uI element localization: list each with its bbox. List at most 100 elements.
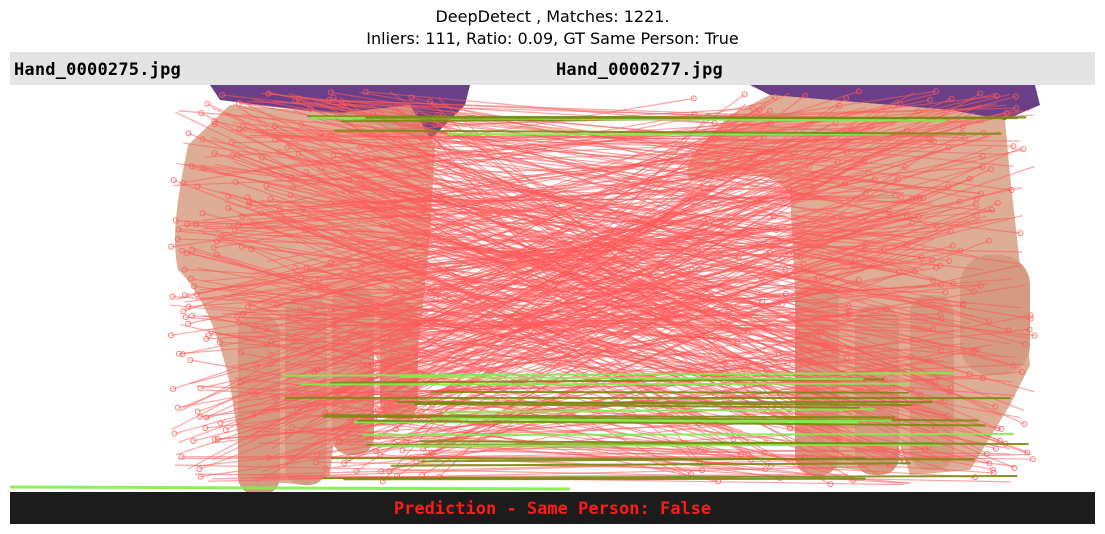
keypoint-marker (175, 226, 182, 233)
keypoint-marker (364, 361, 371, 368)
outlier-match-line (209, 306, 1016, 358)
keypoint-marker (330, 152, 337, 159)
keypoint-marker (745, 451, 752, 458)
keypoint-marker (392, 286, 399, 293)
keypoint-marker (179, 351, 186, 358)
keypoint-marker (328, 306, 335, 313)
keypoint-marker (933, 223, 940, 230)
outlier-match-line (207, 466, 869, 482)
keypoint-marker (267, 351, 274, 358)
keypoint-marker (815, 274, 822, 281)
keypoint-marker (881, 246, 888, 253)
outlier-match-line (411, 341, 828, 459)
keypoint-marker (411, 242, 418, 249)
keypoint-marker (214, 436, 221, 443)
keypoint-marker (327, 259, 334, 266)
keypoint-marker (272, 123, 279, 130)
keypoint-marker (346, 426, 353, 433)
keypoint-marker (303, 264, 310, 271)
keypoint-marker (843, 95, 850, 102)
keypoint-marker (904, 241, 911, 248)
keypoint-marker (314, 451, 321, 458)
keypoint-marker (698, 295, 705, 302)
keypoint-marker (185, 303, 192, 310)
keypoint-marker (426, 98, 433, 105)
keypoint-marker (330, 94, 337, 101)
keypoint-marker (265, 90, 272, 97)
keypoint-marker (744, 382, 751, 389)
inlier-match-line (362, 432, 1014, 437)
keypoint-marker (792, 268, 799, 275)
image-pair-area (10, 85, 1095, 495)
keypoint-marker (420, 200, 427, 207)
keypoint-marker (744, 360, 751, 367)
keypoint-marker (429, 285, 436, 292)
inlier-match-line (322, 474, 1018, 480)
keypoint-marker (302, 227, 309, 234)
keypoint-marker (930, 277, 937, 284)
title-line-1: DeepDetect , Matches: 1221. (435, 7, 670, 26)
keypoint-marker (240, 123, 247, 130)
keypoint-marker (379, 222, 386, 229)
keypoint-marker (188, 275, 195, 282)
keypoint-marker (750, 155, 757, 162)
keypoint-marker (929, 301, 936, 308)
keypoint-marker (322, 465, 329, 472)
keypoint-marker (827, 481, 834, 488)
keypoint-marker (411, 237, 418, 244)
keypoint-marker (831, 347, 838, 354)
inlier-match-line (430, 417, 859, 424)
outlier-match-line (211, 330, 766, 444)
keypoint-marker (898, 450, 905, 457)
keypoint-marker (234, 152, 241, 159)
keypoint-marker (231, 226, 238, 233)
keypoint-marker (886, 208, 893, 215)
keypoint-marker (855, 276, 862, 283)
keypoint-marker (423, 287, 430, 294)
keypoint-marker (416, 152, 423, 159)
keypoint-marker (961, 135, 968, 142)
keypoint-marker (938, 347, 945, 354)
keypoint-marker (773, 227, 780, 234)
keypoint-marker (316, 277, 323, 284)
outlier-match-line (223, 288, 953, 364)
keypoint-marker (770, 213, 777, 220)
keypoint-marker (432, 294, 439, 301)
keypoint-marker (248, 246, 255, 253)
keypoint-marker (998, 425, 1005, 432)
outlier-match-line (228, 207, 749, 455)
keypoint-marker (432, 121, 439, 128)
keypoint-marker (972, 201, 979, 208)
keypoint-marker (261, 130, 268, 137)
outlier-match-line (266, 169, 867, 381)
keypoint-marker (977, 90, 984, 97)
keypoint-marker (1010, 362, 1017, 369)
keypoint-marker (846, 308, 853, 315)
outlier-match-line (394, 422, 700, 444)
inlier-match-line (357, 419, 986, 427)
keypoint-marker (721, 359, 728, 366)
keypoint-marker (814, 333, 821, 340)
keypoint-marker (907, 386, 914, 393)
keypoint-marker (960, 300, 967, 307)
keypoint-marker (861, 246, 868, 253)
keypoint-marker (915, 108, 922, 115)
outlier-match-line (279, 151, 970, 375)
keypoint-marker (349, 157, 356, 164)
outlier-match-line (438, 247, 853, 349)
keypoint-marker (424, 165, 431, 172)
keypoint-marker (778, 254, 785, 261)
keypoint-marker (994, 199, 1001, 206)
outlier-match-line (264, 188, 942, 380)
outlier-match-line (292, 245, 774, 392)
keypoint-marker (791, 150, 798, 157)
keypoint-marker (225, 193, 232, 200)
outlier-match-line (406, 175, 842, 401)
outlier-match-line (324, 227, 787, 268)
keypoint-marker (869, 262, 876, 269)
keypoint-marker (350, 352, 357, 359)
keypoint-marker (718, 223, 725, 230)
keypoint-marker (175, 350, 182, 357)
keypoint-marker (180, 308, 187, 315)
keypoint-marker (848, 125, 855, 132)
